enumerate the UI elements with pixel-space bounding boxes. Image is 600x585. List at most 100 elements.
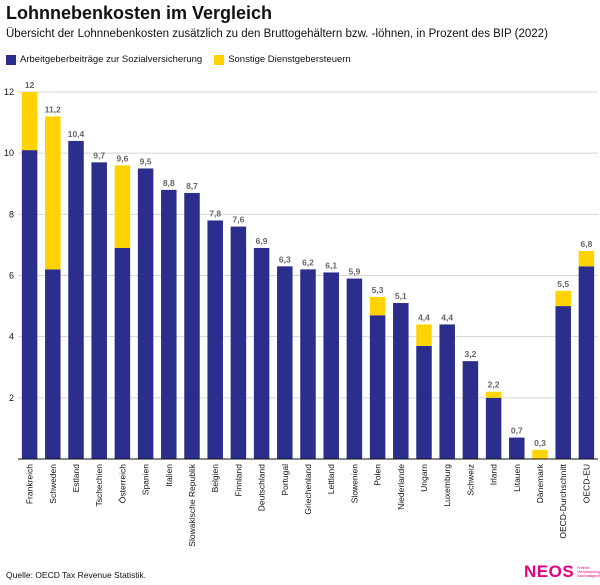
bar-other-taxes <box>532 449 548 459</box>
x-tick-label: Österreich <box>117 464 127 503</box>
bar-social-security <box>578 266 595 459</box>
bar-social-security <box>462 361 479 459</box>
x-tick-label: Schweiz <box>465 464 475 496</box>
data-label: 6,3 <box>279 254 291 264</box>
y-tick-label: 2 <box>9 393 14 403</box>
bar-other-taxes <box>45 116 61 270</box>
x-tick-label: OECD-Durchschnitt <box>558 463 568 538</box>
x-tick-label: Estland <box>71 464 81 493</box>
bar-other-taxes <box>578 251 595 267</box>
y-tick-label: 12 <box>4 87 14 97</box>
chart-subtitle: Übersicht der Lohnnebenkosten zusätzlich… <box>6 28 548 40</box>
source-note: Quelle: OECD Tax Revenue Statistik. <box>6 570 147 580</box>
x-tick-label: Luxemburg <box>442 464 452 507</box>
data-label: 9,5 <box>140 156 152 166</box>
data-label: 4,4 <box>418 312 430 322</box>
x-tick-label: Polen <box>373 464 383 486</box>
data-label: 4,4 <box>441 312 453 322</box>
logo-tagline: Freiheit Verantwortung Nachhaltigkeit <box>577 566 600 578</box>
legend-label-social-security: Arbeitgeberbeiträge zur Sozialversicheru… <box>20 54 203 65</box>
data-label: 5,9 <box>348 267 360 277</box>
data-label: 10,4 <box>68 129 85 139</box>
data-label: 6,8 <box>580 239 592 249</box>
bar-social-security <box>137 168 154 460</box>
bar-social-security <box>323 272 339 459</box>
bar-social-security <box>91 162 107 459</box>
legend-swatch-other-taxes <box>214 54 225 65</box>
x-tick-label: Litauen <box>512 464 522 492</box>
bar-social-security <box>300 269 316 459</box>
x-tick-label: Slowakische Republik <box>187 463 197 546</box>
bar-other-taxes <box>416 324 432 346</box>
data-label: 5,5 <box>557 279 569 289</box>
data-label: 12 <box>25 80 35 90</box>
x-tick-label: Lettland <box>326 464 336 495</box>
x-tick-label: Irland <box>489 464 499 486</box>
logo-wordmark: NEOS <box>524 562 575 581</box>
bar-social-security <box>230 226 247 459</box>
data-label: 7,8 <box>209 208 221 218</box>
data-label: 6,1 <box>325 260 337 270</box>
x-tick-label: Ungarn <box>419 464 429 492</box>
bar-social-security <box>369 315 386 459</box>
bar-social-security <box>485 397 502 459</box>
x-tick-label: Niederlande <box>396 464 406 510</box>
x-tick-label: Portugal <box>280 464 290 496</box>
bar-social-security <box>184 192 200 460</box>
bar-social-security <box>555 306 571 459</box>
bar-other-taxes <box>485 391 502 398</box>
data-label: 6,2 <box>302 257 314 267</box>
bar-social-security <box>21 150 38 459</box>
bar-social-security <box>346 278 363 459</box>
legend-swatch-social-security <box>6 54 16 65</box>
data-label: 8,8 <box>163 178 175 188</box>
bar-social-security <box>509 437 525 459</box>
bar-other-taxes <box>114 165 131 248</box>
y-tick-label: 6 <box>9 271 14 281</box>
bar-social-security <box>45 269 61 459</box>
x-tick-label: OECD-EU <box>581 464 591 503</box>
bar-social-security <box>416 345 432 459</box>
y-tick-label: 8 <box>9 209 14 219</box>
data-label: 0,7 <box>511 426 523 436</box>
x-tick-label: Spanien <box>141 464 151 495</box>
data-label: 7,6 <box>232 215 244 225</box>
bar-social-security <box>253 247 270 459</box>
x-tick-label: Dänemark <box>535 463 545 503</box>
x-tick-label: Slowenien <box>349 464 359 503</box>
data-label: 9,6 <box>116 153 128 163</box>
data-label: 9,7 <box>93 150 105 160</box>
data-label: 2,2 <box>488 380 500 390</box>
x-tick-label: Tschechien <box>94 464 104 507</box>
bar-social-security <box>68 140 84 459</box>
bar-social-security <box>277 266 293 459</box>
bar-social-security <box>207 220 223 459</box>
data-label: 5,1 <box>395 291 407 301</box>
x-tick-label: Frankreich <box>25 464 35 504</box>
x-tick-label: Belgien <box>210 464 220 493</box>
bar-social-security <box>439 324 455 459</box>
chart-title: Lohnnebenkosten im Vergleich <box>6 3 273 23</box>
legend-item-other-taxes: Sonstige Dienstgebersteuern <box>214 54 351 65</box>
bar-other-taxes <box>21 92 38 151</box>
x-tick-label: Schweden <box>48 464 58 504</box>
bar-social-security <box>114 247 131 459</box>
x-tick-label: Griechenland <box>303 464 313 515</box>
data-label: 0,3 <box>534 438 546 448</box>
bar-other-taxes <box>555 290 571 307</box>
data-label: 11,2 <box>45 104 61 114</box>
data-label: 5,3 <box>372 285 384 295</box>
x-tick-label: Deutschland <box>257 464 267 512</box>
neos-logo: NEOS Freiheit Verantwortung Nachhaltigke… <box>524 562 600 582</box>
legend: Arbeitgeberbeiträge zur Sozialversicheru… <box>6 54 363 65</box>
data-label: 6,9 <box>256 236 268 246</box>
bar-social-security <box>393 303 409 459</box>
bar-social-security <box>161 189 177 459</box>
y-tick-label: 10 <box>4 148 14 158</box>
x-tick-label: Finnland <box>233 464 243 497</box>
data-label: 3,2 <box>464 349 476 359</box>
legend-label-other-taxes: Sonstige Dienstgebersteuern <box>228 54 351 65</box>
data-label: 8,7 <box>186 181 198 191</box>
bar-other-taxes <box>369 296 386 316</box>
legend-item-social-security: Arbeitgeberbeiträge zur Sozialversicheru… <box>6 54 202 65</box>
